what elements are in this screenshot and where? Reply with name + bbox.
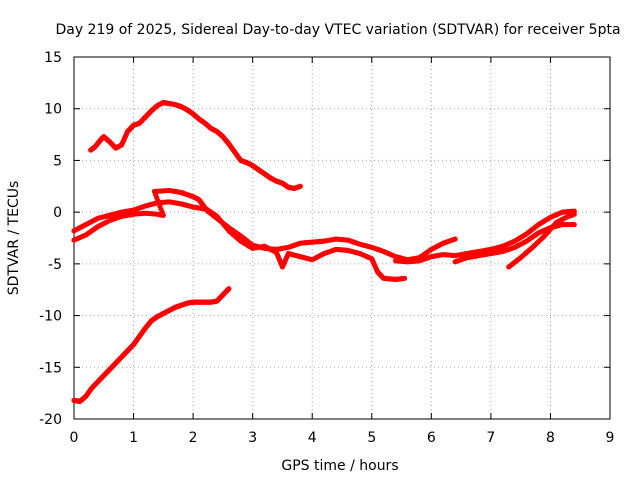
x-tick-label: 4 bbox=[308, 430, 317, 446]
y-tick-labels: 15 10 5 0 -5 -10 -15 -20 bbox=[39, 50, 62, 428]
x-tick-label: 5 bbox=[367, 430, 376, 446]
data-point bbox=[452, 236, 458, 242]
x-tick-label: 3 bbox=[248, 430, 257, 446]
x-tick-labels: 0 1 2 3 4 5 6 7 8 9 bbox=[70, 430, 615, 446]
y-tick-label: 10 bbox=[44, 102, 62, 118]
data-point bbox=[401, 275, 408, 281]
grid bbox=[74, 57, 610, 419]
y-tick-label: -20 bbox=[39, 412, 62, 428]
axis-ticks bbox=[73, 56, 611, 420]
data-point bbox=[571, 211, 577, 217]
data-point bbox=[226, 286, 232, 292]
x-axis-label: GPS time / hours bbox=[281, 458, 398, 474]
chart-title: Day 219 of 2025, Sidereal Day-to-day VTE… bbox=[55, 22, 620, 38]
x-tick-label: 7 bbox=[486, 430, 495, 446]
y-tick-label: 0 bbox=[53, 205, 62, 221]
y-tick-label: 5 bbox=[53, 153, 62, 169]
x-tick-label: 9 bbox=[606, 430, 615, 446]
y-tick-label: -15 bbox=[39, 360, 62, 376]
x-tick-label: 8 bbox=[546, 430, 555, 446]
data-point bbox=[571, 221, 577, 228]
y-tick-label: -5 bbox=[48, 257, 62, 273]
x-tick-label: 6 bbox=[427, 430, 436, 446]
x-tick-label: 2 bbox=[189, 430, 198, 446]
y-axis-label: SDTVAR / TECUs bbox=[6, 181, 22, 296]
x-tick-label: 0 bbox=[70, 430, 79, 446]
y-tick-label: -10 bbox=[39, 309, 62, 325]
x-tick-label: 1 bbox=[129, 430, 138, 446]
data-points bbox=[71, 99, 577, 405]
y-tick-label: 15 bbox=[44, 50, 62, 66]
data-point bbox=[297, 183, 303, 189]
